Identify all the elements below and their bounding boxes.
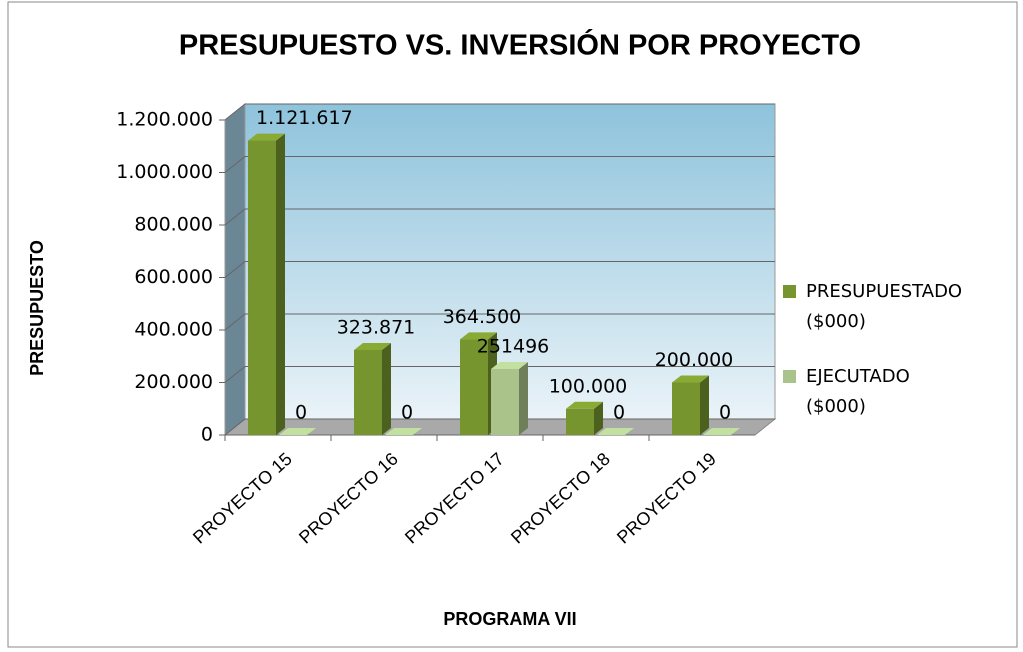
bar-side — [594, 401, 603, 435]
bar-top — [491, 361, 528, 369]
data-label: 0 — [719, 402, 731, 424]
bar — [248, 133, 285, 435]
bar-front — [248, 140, 276, 435]
bar-front — [354, 349, 382, 435]
y-tick-label: 600.000 — [134, 266, 213, 288]
bar — [672, 375, 709, 435]
data-label: 364.500 — [443, 306, 522, 328]
legend-label: PRESUPUESTADO ($000) — [806, 281, 963, 332]
bar-top — [279, 428, 316, 435]
bar-side — [276, 133, 285, 435]
bar-top — [597, 428, 634, 435]
grid-line — [224, 366, 775, 383]
y-axis-label: PRESUPUESTO — [27, 240, 47, 376]
y-tick-label: 200.000 — [134, 371, 213, 393]
data-label: 0 — [401, 402, 413, 424]
data-label: 0 — [295, 402, 307, 424]
bar-side — [700, 375, 709, 435]
grid-line — [224, 156, 775, 173]
bar-front — [460, 339, 488, 435]
bar — [385, 428, 422, 435]
bar-side — [519, 361, 528, 435]
data-label: 100.000 — [549, 375, 628, 397]
grid-line — [224, 313, 775, 331]
chart-title: PRESUPUESTO VS. INVERSIÓN POR PROYECTO — [179, 28, 861, 62]
y-tick-label: 1.200.000 — [116, 109, 213, 131]
bar-front — [566, 408, 594, 435]
y-tick-label: 1.000.000 — [116, 161, 213, 183]
bar — [279, 428, 316, 435]
grid-line — [224, 261, 775, 278]
legend-item: PRESUPUESTADO ($000) — [783, 277, 963, 337]
bar — [491, 361, 528, 435]
bar-top — [385, 428, 422, 435]
data-label: 323.871 — [337, 316, 416, 338]
y-tick-label: 800.000 — [134, 214, 213, 236]
bar — [354, 342, 391, 435]
bar-top — [703, 428, 740, 435]
data-label: 1.121.617 — [256, 107, 353, 129]
grid-line — [224, 103, 775, 121]
bar-front — [672, 382, 700, 435]
legend-label: EJECUTADO ($000) — [806, 366, 910, 417]
bar-front — [491, 368, 519, 435]
data-label: 0 — [613, 402, 625, 424]
y-tick-label: 0 — [201, 424, 213, 446]
legend-swatch — [783, 285, 796, 298]
bar — [597, 428, 634, 435]
bar — [460, 332, 497, 435]
bar-top — [248, 133, 285, 141]
data-label: 200.000 — [655, 349, 734, 371]
bar-top — [566, 401, 603, 409]
bar — [703, 428, 740, 435]
bar-top — [460, 332, 497, 340]
bar-side — [382, 342, 391, 435]
bar — [566, 401, 603, 435]
data-label: 251496 — [477, 335, 550, 357]
grid-line — [224, 208, 775, 226]
legend-item: EJECUTADO ($000) — [783, 362, 963, 422]
legend-swatch — [783, 370, 796, 383]
x-axis-label: PROGRAMA VII — [443, 609, 576, 629]
bar-top — [672, 375, 709, 383]
bar-top — [354, 342, 391, 350]
y-tick-label: 400.000 — [134, 319, 213, 341]
